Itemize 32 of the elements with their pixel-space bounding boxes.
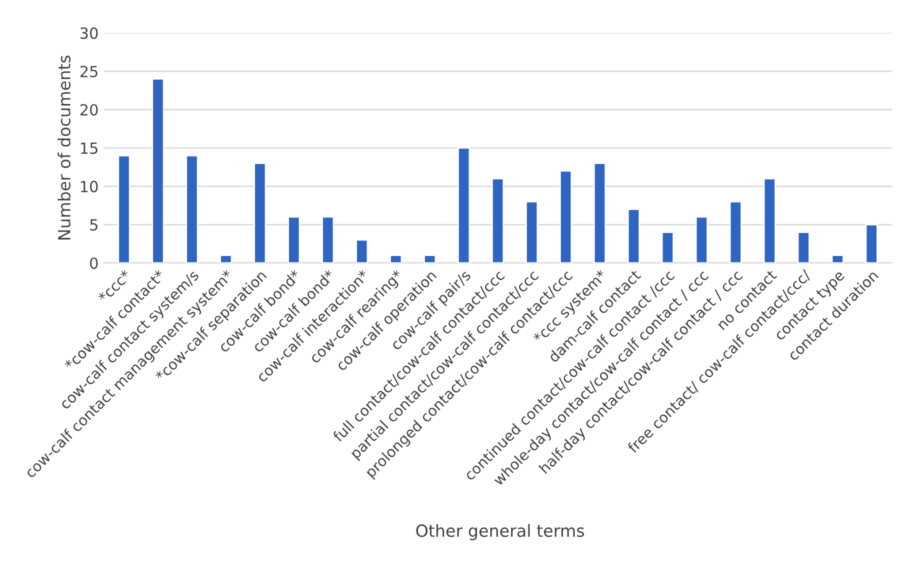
bar	[661, 232, 674, 263]
bar	[492, 178, 504, 263]
y-tick-label: 25	[80, 66, 98, 78]
bar	[525, 200, 538, 263]
bar	[729, 200, 742, 263]
bar	[220, 254, 232, 263]
bar	[695, 216, 708, 263]
y-tick-label: 10	[80, 180, 98, 192]
bar	[424, 254, 436, 263]
x-axis-title: Other general terms	[416, 524, 584, 540]
bar	[627, 208, 640, 263]
bar	[593, 162, 606, 263]
bar	[559, 170, 572, 263]
bar	[763, 178, 776, 263]
y-tick-label: 0	[90, 257, 98, 270]
bar	[118, 154, 130, 263]
bar	[152, 78, 164, 263]
bar	[797, 232, 810, 263]
bar	[288, 216, 300, 263]
bar	[458, 147, 470, 263]
y-tick-label: 20	[80, 104, 98, 116]
bar	[254, 162, 266, 263]
bar	[186, 154, 198, 263]
bar	[322, 216, 334, 263]
y-tick-label: 15	[80, 142, 98, 154]
y-tick-label: 30	[80, 27, 98, 39]
bar	[865, 224, 878, 263]
bar	[390, 254, 402, 263]
bar	[831, 254, 844, 263]
y-axis-title: Number of documents	[58, 56, 71, 240]
bar	[356, 239, 368, 263]
y-tick-label: 5	[90, 219, 98, 231]
